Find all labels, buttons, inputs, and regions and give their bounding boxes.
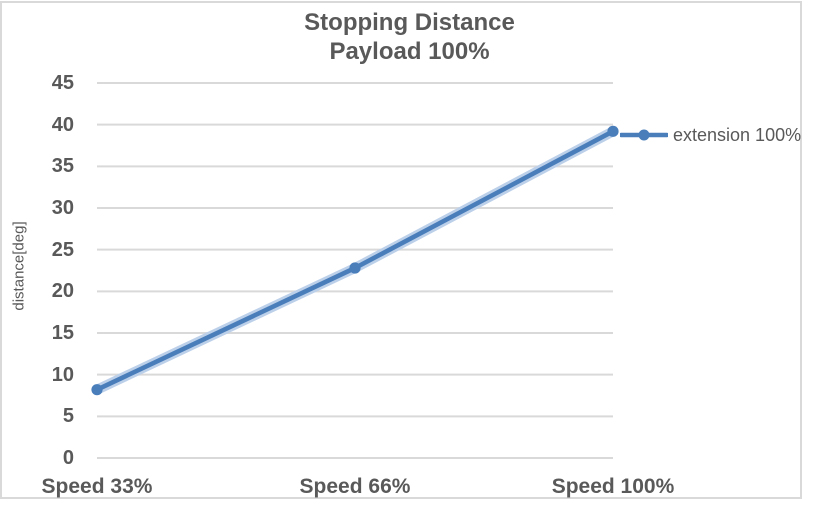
x-category-label: Speed 66%	[299, 475, 411, 498]
chart-title-line2: Payload 100%	[329, 38, 490, 65]
legend-series-marker-icon	[620, 129, 668, 141]
y-tick-label: 5	[62, 405, 74, 428]
legend-entry-label: extension 100%	[673, 124, 802, 145]
y-tick-label: 35	[51, 155, 74, 178]
legend: extension 100%	[620, 122, 801, 148]
chart-frame	[0, 1, 802, 499]
chart-title: Stopping Distance Payload 100%	[0, 8, 819, 66]
y-tick-label: 40	[51, 113, 74, 136]
y-tick-label: 30	[51, 197, 74, 219]
y-tick-label: 25	[51, 238, 74, 261]
y-tick-label: 0	[62, 447, 74, 469]
y-tick-label: 45	[51, 72, 74, 94]
y-tick-label: 10	[51, 363, 74, 386]
x-category-label: Speed 100%	[551, 475, 675, 498]
y-tick-label: 20	[51, 280, 74, 303]
x-category-label: Speed 33%	[41, 475, 153, 498]
chart-title-line1: Stopping Distance	[304, 9, 515, 36]
y-tick-label: 15	[51, 322, 74, 344]
